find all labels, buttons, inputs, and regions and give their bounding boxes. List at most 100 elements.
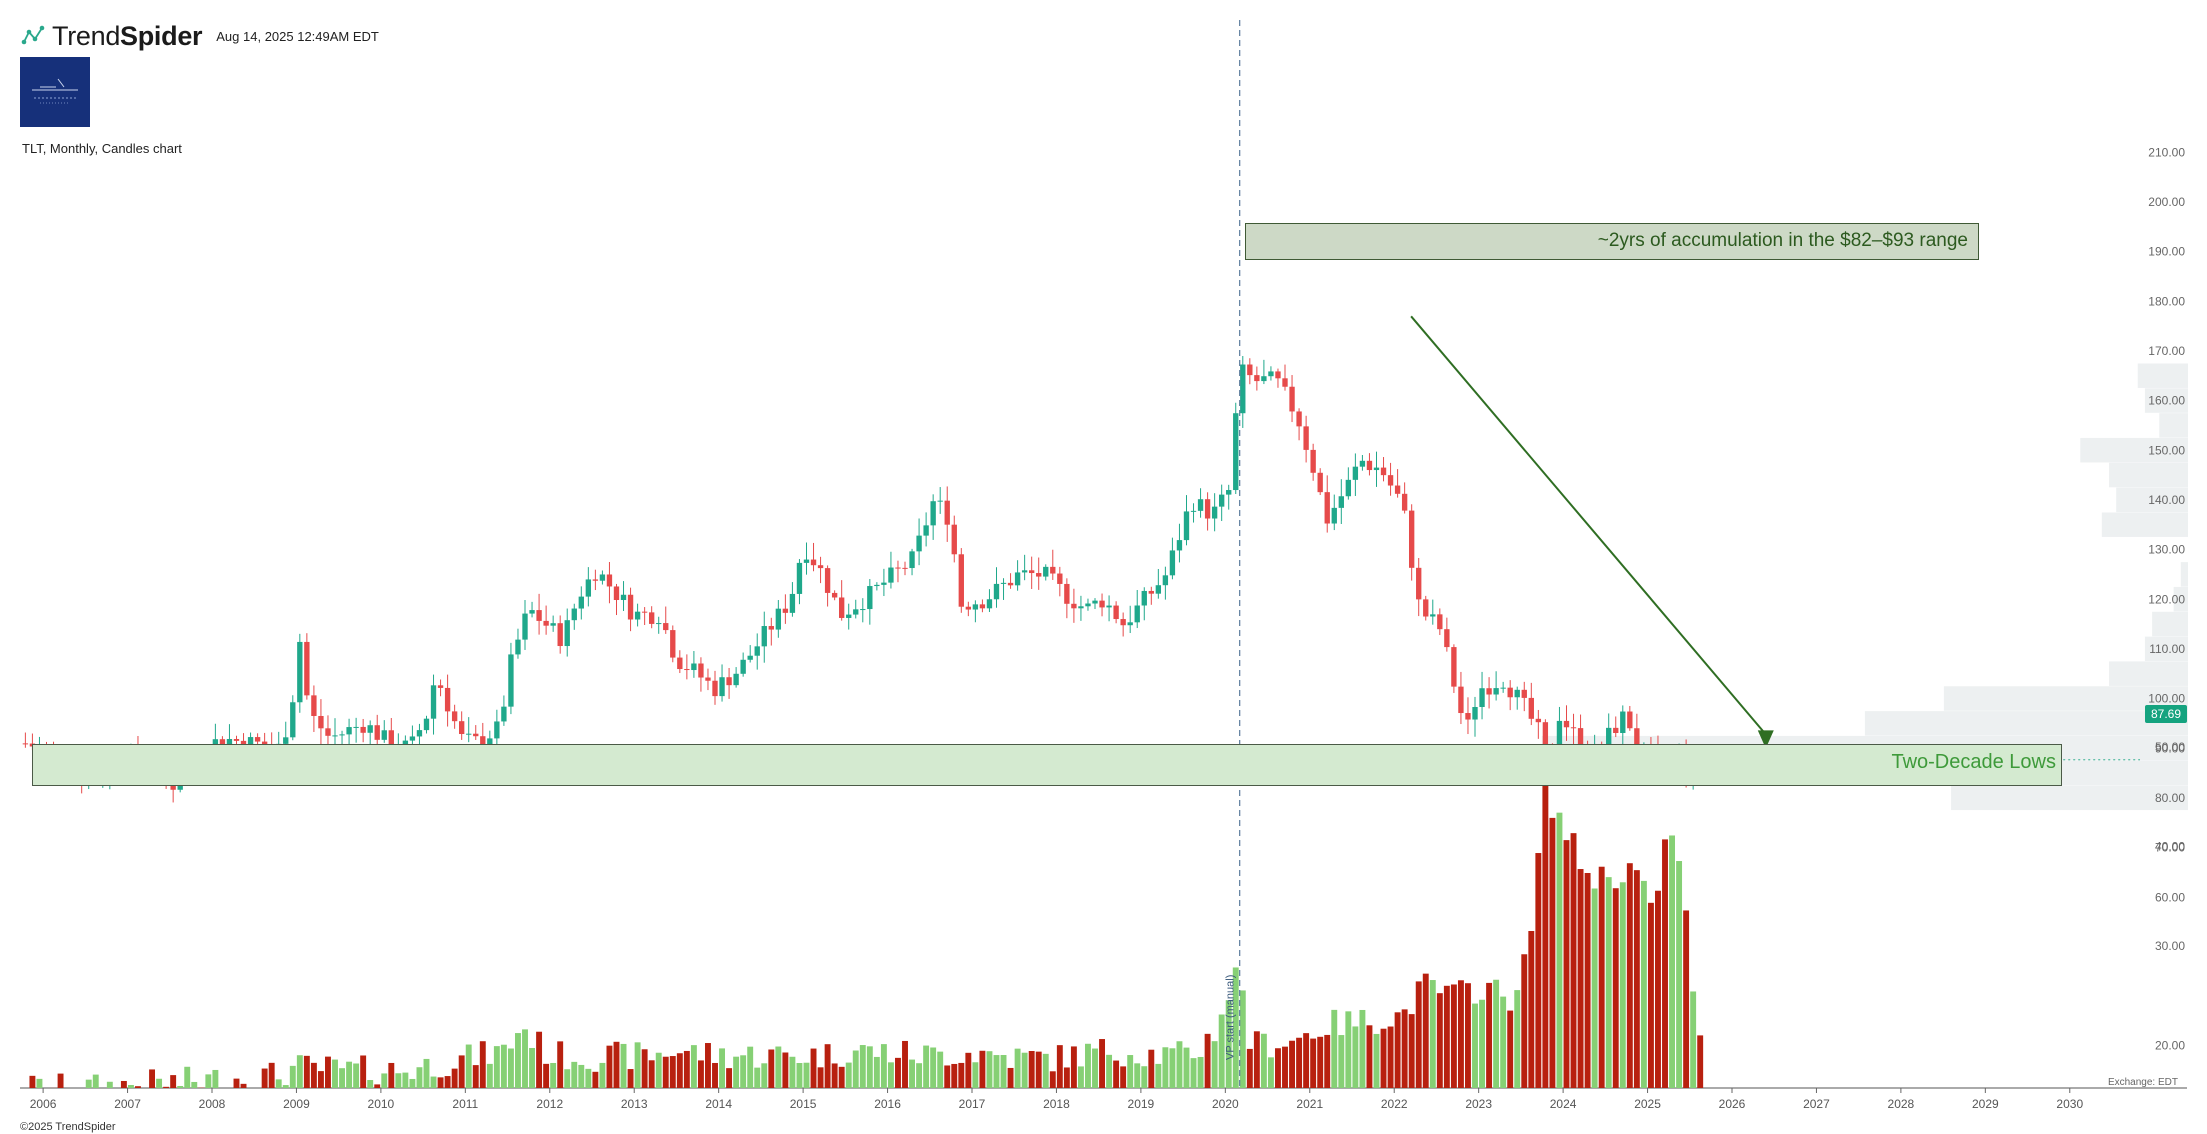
candle-body (1401, 493, 1408, 511)
volume-bar (733, 1056, 740, 1088)
user-avatar[interactable] (20, 57, 90, 127)
candle-body (416, 730, 423, 737)
candle-body (712, 680, 718, 697)
candle-body (1303, 426, 1309, 450)
volume-axis-tick: 50.00 (2155, 740, 2185, 754)
candle-body (515, 639, 521, 655)
price-axis-tick: 90.00 (2155, 741, 2185, 755)
candle-body (1036, 573, 1042, 577)
candle-body (1176, 540, 1183, 551)
volume-bar (1134, 1063, 1141, 1088)
price-axis-tick: 120.00 (2148, 592, 2185, 606)
volume-bar (1612, 888, 1619, 1088)
volume-bar (1401, 1009, 1408, 1088)
candle-body (1211, 506, 1218, 519)
accumulation-annotation[interactable]: ~2yrs of accumulation in the $82–$93 ran… (1245, 223, 1979, 260)
volume-bar (1387, 1026, 1394, 1088)
volume-bar (1246, 1048, 1253, 1088)
volume-bar (423, 1058, 430, 1088)
volume-bar (92, 1074, 99, 1088)
volume-axis-tick: 20.00 (2155, 1038, 2185, 1052)
volume-bar (106, 1081, 113, 1088)
candle-body (1050, 566, 1056, 574)
volume-bar (1310, 1038, 1317, 1088)
volume-bar (754, 1067, 761, 1088)
candle-body (1479, 688, 1485, 707)
candle-body (1078, 606, 1084, 609)
volume-bar (1408, 1014, 1415, 1088)
volume-bar (1049, 1071, 1056, 1088)
candle-body (466, 733, 472, 735)
candle-body (1535, 718, 1542, 723)
candle-body (1268, 371, 1274, 377)
volume-bar (1486, 982, 1493, 1088)
candle-body (381, 730, 387, 740)
volume-bar (859, 1045, 866, 1088)
volume-bar (944, 1065, 951, 1088)
volume-bar (1296, 1037, 1303, 1088)
volume-bar (1380, 1028, 1387, 1088)
volume-profile-bar (2109, 661, 2188, 686)
candle-body (677, 657, 683, 670)
volume-bar (1465, 983, 1471, 1088)
price-axis-tick: 100.00 (2148, 692, 2185, 706)
volume-bar (1232, 967, 1239, 1088)
volume-bar (191, 1081, 198, 1088)
x-axis-tick: 2010 (368, 1097, 395, 1111)
volume-bar (240, 1083, 247, 1088)
candle-body (1000, 582, 1007, 584)
x-axis-tick: 2019 (1128, 1097, 1155, 1111)
vp-start-marker-label: VP start (manual) (1225, 975, 1237, 1060)
candle-body (1120, 619, 1126, 626)
volume-profile-bar (2109, 462, 2188, 488)
volume-bar (599, 1062, 606, 1088)
candle-body (1317, 472, 1323, 493)
candle-body (1409, 510, 1415, 568)
candle-body (1071, 603, 1077, 609)
x-axis-tick: 2027 (1803, 1097, 1830, 1111)
volume-bar (585, 1068, 592, 1088)
candle-body (768, 626, 774, 630)
candle-body (670, 630, 676, 658)
x-axis-tick: 2008 (199, 1097, 226, 1111)
volume-bar (163, 1086, 170, 1088)
candle-body (944, 500, 950, 525)
volume-bar (831, 1063, 838, 1088)
volume-bar (451, 1068, 458, 1088)
candle-body (1570, 727, 1577, 729)
brand-name[interactable]: TrendSpider (52, 20, 203, 51)
volume-bar (669, 1056, 676, 1088)
volume-profile-bar (2137, 363, 2188, 388)
candle-body (930, 501, 936, 526)
price-axis-tick: 140.00 (2148, 493, 2185, 507)
candle-body (1620, 711, 1626, 734)
volume-bar (120, 1080, 127, 1088)
x-axis-tick: 2007 (114, 1097, 141, 1111)
candle-body (923, 525, 929, 536)
candle-body (487, 738, 493, 746)
candle-body (810, 559, 817, 566)
volume-bar (986, 1051, 993, 1088)
x-axis-tick: 2006 (30, 1097, 57, 1111)
candle-body (529, 610, 535, 614)
volume-bar (275, 1079, 282, 1088)
volume-bar (1584, 872, 1591, 1088)
volume-bar (409, 1078, 416, 1088)
candle-body (325, 728, 331, 736)
volume-bar (1239, 990, 1246, 1088)
volume-bar (360, 1055, 367, 1088)
volume-bar (458, 1055, 465, 1088)
volume-bar (697, 1060, 704, 1088)
volume-bar (641, 1049, 648, 1088)
two-decade-lows-annotation[interactable]: Two-Decade Lows (32, 744, 2062, 786)
volume-bar (782, 1052, 789, 1088)
volume-bar (761, 1063, 768, 1088)
volume-bar (1436, 993, 1443, 1088)
x-axis-tick: 2013 (621, 1097, 648, 1111)
volume-bar (346, 1061, 353, 1088)
volume-bar (895, 1057, 901, 1088)
volume-bar (1197, 1056, 1204, 1088)
annotation-arrow-head (1757, 730, 1774, 749)
volume-bar (712, 1062, 718, 1088)
